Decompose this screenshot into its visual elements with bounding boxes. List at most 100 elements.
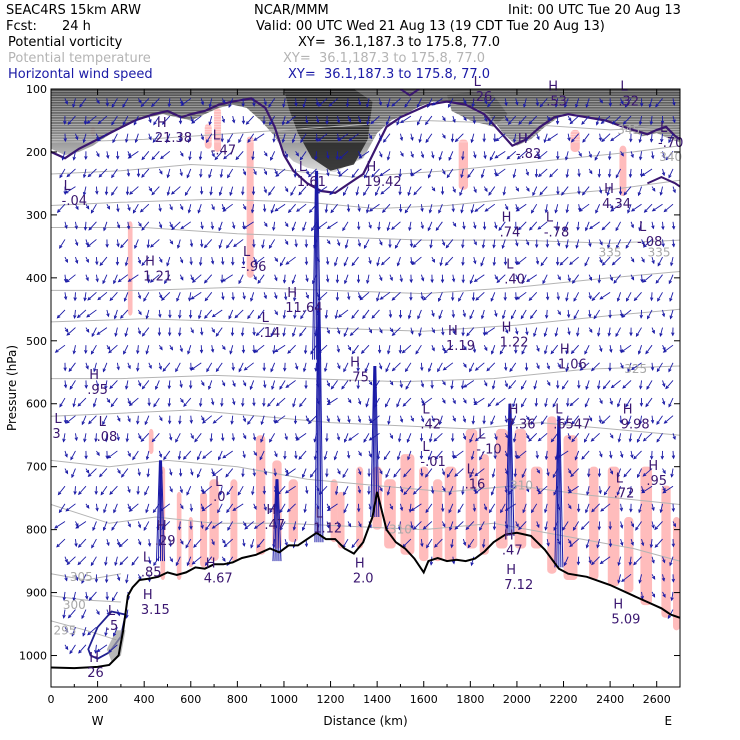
wind-vector xyxy=(66,415,76,424)
wind-arrowhead xyxy=(333,456,338,461)
wind-arrowhead xyxy=(104,438,109,443)
wind-arrowhead xyxy=(501,244,505,249)
wind-vector xyxy=(107,450,118,459)
wind-arrowhead xyxy=(446,474,451,478)
wind-arrowhead xyxy=(621,578,625,583)
wind-vector xyxy=(292,327,297,337)
wind-vector xyxy=(71,627,76,636)
wind-vector xyxy=(155,380,160,390)
wind-arrowhead xyxy=(462,225,466,230)
wind-vector xyxy=(175,433,181,443)
x-tick-label: 600 xyxy=(180,693,201,706)
wind-arrowhead xyxy=(611,120,616,125)
wind-arrowhead xyxy=(244,525,249,530)
wind-arrowhead xyxy=(454,526,459,530)
wind-arrowhead xyxy=(539,191,543,196)
wind-arrowhead xyxy=(648,103,652,108)
wind-arrowhead xyxy=(656,368,661,373)
wind-vector xyxy=(547,133,558,141)
wind-vector xyxy=(81,609,87,619)
wind-arrowhead xyxy=(225,473,229,478)
x-tick-label: 2600 xyxy=(643,693,671,706)
updraft-vector-6 xyxy=(316,170,320,360)
wind-vector xyxy=(550,344,559,354)
wind-vector xyxy=(242,450,246,458)
wind-vector xyxy=(73,591,76,601)
wind-arrowhead xyxy=(585,227,589,232)
wind-arrowhead xyxy=(424,121,429,126)
wind-vector xyxy=(134,239,139,249)
wind-arrowhead xyxy=(252,472,256,477)
wind-vector xyxy=(538,168,548,177)
wind-arrowhead xyxy=(628,174,633,179)
x-tick-label: 2000 xyxy=(503,693,531,706)
wind-arrowhead xyxy=(247,421,251,425)
wind-arrowhead xyxy=(554,103,559,108)
wind-arrowhead xyxy=(521,474,525,479)
wind-arrowhead xyxy=(419,455,424,460)
wind-arrowhead xyxy=(326,155,330,160)
wind-vector xyxy=(161,291,171,301)
wind-arrowhead xyxy=(378,365,383,370)
wind-vector xyxy=(342,221,349,231)
wind-vector xyxy=(500,503,506,513)
wind-vector xyxy=(379,98,382,106)
wind-vector xyxy=(413,186,422,195)
wind-arrowhead xyxy=(328,103,333,107)
wind-vector xyxy=(317,133,328,142)
wind-vector xyxy=(665,380,674,389)
wind-vector xyxy=(190,239,193,247)
wind-arrowhead xyxy=(473,154,477,159)
wind-arrowhead xyxy=(208,103,212,108)
wind-arrowhead xyxy=(228,315,232,320)
wind-arrowhead xyxy=(376,297,380,302)
wind-arrowhead xyxy=(484,347,488,352)
wind-arrowhead xyxy=(285,261,290,265)
wind-arrowhead xyxy=(536,469,541,474)
wind-arrowhead xyxy=(116,542,121,547)
wind-arrowhead xyxy=(589,329,593,333)
wind-vector xyxy=(211,221,214,229)
wind-arrowhead xyxy=(366,279,370,285)
wind-vector xyxy=(219,186,223,196)
wind-arrowhead xyxy=(84,350,88,355)
wind-vector xyxy=(113,503,118,513)
wind-arrowhead xyxy=(544,526,548,531)
wind-vector xyxy=(292,397,297,407)
wind-arrowhead xyxy=(512,438,517,443)
wind-arrowhead xyxy=(442,117,446,122)
wind-arrowhead xyxy=(107,455,112,459)
wind-vector xyxy=(472,292,475,301)
wind-arrowhead xyxy=(495,137,500,142)
wind-arrowhead xyxy=(136,420,140,425)
wind-arrowhead xyxy=(188,385,193,390)
wind-arrowhead xyxy=(326,418,330,423)
x-tick-label: 200 xyxy=(87,693,108,706)
wind-arrowhead xyxy=(451,560,456,565)
wind-vector xyxy=(78,485,87,495)
wind-vector xyxy=(381,256,391,266)
wind-arrowhead xyxy=(428,368,432,373)
wind-arrowhead xyxy=(480,174,485,179)
wind-vector xyxy=(299,327,307,337)
wind-arrowhead xyxy=(494,155,499,159)
wind-arrowhead xyxy=(474,472,479,477)
wind-arrowhead xyxy=(609,348,613,354)
wind-arrowhead xyxy=(179,489,183,494)
wind-arrowhead xyxy=(441,347,446,352)
wind-vector xyxy=(509,362,517,372)
wind-arrowhead xyxy=(428,209,433,214)
wind-arrowhead xyxy=(595,209,599,214)
wind-arrowhead xyxy=(82,139,86,144)
wind-arrowhead xyxy=(484,208,489,212)
wind-arrowhead xyxy=(285,469,289,474)
wind-arrowhead xyxy=(399,507,404,512)
x-tick-label: 2400 xyxy=(596,693,624,706)
wind-vector xyxy=(171,186,181,195)
wind-vector xyxy=(82,627,87,636)
wind-arrowhead xyxy=(590,367,595,372)
wind-vector xyxy=(518,115,527,125)
wind-vector xyxy=(308,415,317,424)
wind-vector xyxy=(282,133,286,143)
wind-vector xyxy=(199,151,202,160)
